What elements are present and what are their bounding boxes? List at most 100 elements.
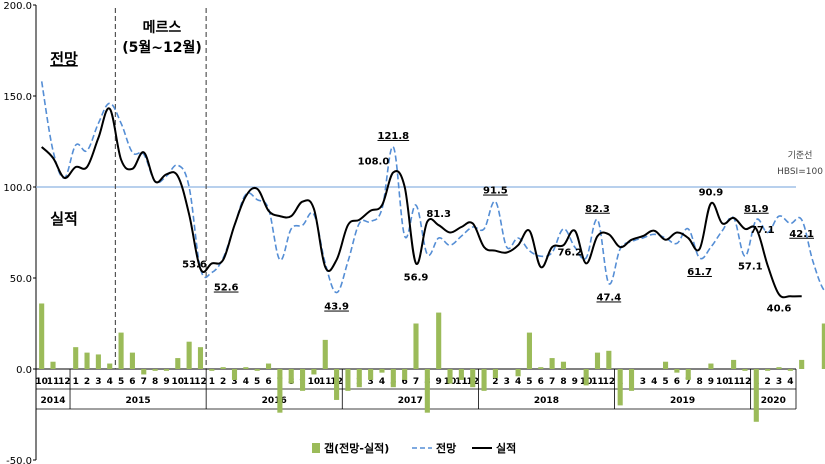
actual-line (41, 107, 802, 299)
x-month-label: 10 (172, 377, 185, 387)
x-month-label: 10 (308, 377, 321, 387)
gap-bar (458, 369, 464, 380)
gap-bar (470, 369, 476, 388)
x-month-label: 11 (591, 377, 604, 387)
x-month-label: 7 (141, 377, 147, 387)
y-tick-label: 50.0 (10, 274, 32, 285)
x-year-label: 2016 (262, 396, 287, 406)
legend: 갭(전망-실적) 전망 실적 (312, 441, 516, 455)
y-tick-label: 100.0 (3, 183, 32, 194)
gap-bar (368, 369, 374, 380)
x-month-label: 3 (367, 377, 373, 387)
data-label: 121.8 (377, 131, 409, 142)
actual-label: 실적 (50, 210, 78, 228)
x-month-label: 3 (776, 377, 782, 387)
reference-line-label-2: HBSI=100 (777, 167, 823, 177)
gap-bar (560, 361, 567, 369)
gap-bar (129, 352, 135, 369)
x-month-label: 3 (231, 377, 237, 387)
gap-bar (799, 359, 805, 369)
x-month-label: 7 (549, 377, 555, 387)
gap-bar (402, 369, 408, 380)
gap-bar (765, 369, 771, 371)
forecast-line (40, 81, 825, 294)
gap-bar (152, 369, 158, 371)
gap-bar (118, 332, 124, 369)
gap-bar (107, 363, 113, 369)
x-month-label: 1 (73, 377, 79, 387)
mers-label-line2: (5월~12월) (122, 39, 202, 56)
gap-bar (254, 369, 260, 371)
x-month-label: 2 (84, 377, 90, 387)
x-month-label: 4 (379, 377, 385, 387)
data-label: 82.3 (585, 204, 610, 215)
gap-bar (390, 369, 396, 388)
series-lines (40, 81, 825, 299)
gap-bar (776, 367, 782, 369)
reference-line-label-1: 기준선 (788, 150, 813, 161)
gap-bar (515, 369, 521, 377)
gap-bar (617, 369, 623, 406)
x-month-label: 11 (183, 377, 196, 387)
gap-bar (220, 367, 226, 369)
gap-bar (50, 361, 56, 369)
gap-bar (231, 369, 238, 380)
gap-bar (821, 323, 825, 369)
x-month-label: 4 (243, 377, 249, 387)
legend-label: 실적 (496, 441, 516, 455)
gap-bar (288, 369, 294, 384)
gap-bar (594, 352, 601, 369)
gap-bar (197, 347, 204, 369)
gap-bar (787, 369, 793, 371)
data-label: 91.5 (483, 186, 508, 197)
x-month-label: 2 (492, 377, 498, 387)
x-month-label: 2 (220, 377, 226, 387)
gap-bar (606, 350, 612, 369)
x-year-label: 2015 (126, 396, 151, 406)
x-month-label: 5 (526, 377, 532, 387)
gap-bar (356, 369, 362, 388)
data-label: 77.1 (750, 225, 775, 236)
gap-bar (345, 369, 351, 391)
legend-swatch-gap (312, 443, 320, 453)
x-month-label: 1 (209, 377, 215, 387)
x-month-label: 3 (504, 377, 510, 387)
x-year-label: 2017 (398, 396, 423, 406)
annotations: 전망 실적 메르스 (5월~12월) 기준선 HBSI=100 (50, 20, 823, 228)
x-month-label: 8 (560, 377, 566, 387)
x-month-label: 9 (163, 377, 169, 387)
x-month-label: 9 (708, 377, 714, 387)
x-month-label: 8 (152, 377, 158, 387)
data-label: 108.0 (358, 156, 390, 167)
x-month-label: 4 (651, 377, 657, 387)
x-month-label: 7 (685, 377, 691, 387)
gap-bar (481, 369, 487, 391)
gap-bar (95, 354, 101, 369)
y-tick-label: 200.0 (3, 1, 32, 12)
x-month-label: 12 (603, 377, 616, 387)
gap-bar (300, 369, 306, 391)
legend-label: 전망 (436, 441, 456, 455)
x-month-label: 6 (129, 377, 135, 387)
gap-bar (84, 352, 90, 369)
gap-bar (141, 369, 147, 375)
gap-bars (39, 303, 825, 422)
gap-bar (175, 358, 181, 369)
data-label: 57.1 (738, 261, 763, 272)
gap-bar (73, 347, 79, 369)
gap-bar (39, 303, 45, 369)
data-label: 40.6 (767, 303, 792, 314)
x-month-label: 12 (194, 377, 207, 387)
gap-bar (731, 359, 737, 369)
x-month-label: 9 (572, 377, 578, 387)
gap-bar (492, 369, 498, 379)
y-tick-label: 150.0 (3, 92, 32, 103)
gap-bar (549, 358, 555, 369)
data-label: 47.4 (596, 292, 621, 303)
data-label: 42.1 (789, 229, 814, 240)
data-label: 90.9 (699, 187, 724, 198)
gap-bar (186, 341, 192, 369)
x-month-label: 10 (716, 377, 729, 387)
x-year-label: 2019 (670, 396, 695, 406)
